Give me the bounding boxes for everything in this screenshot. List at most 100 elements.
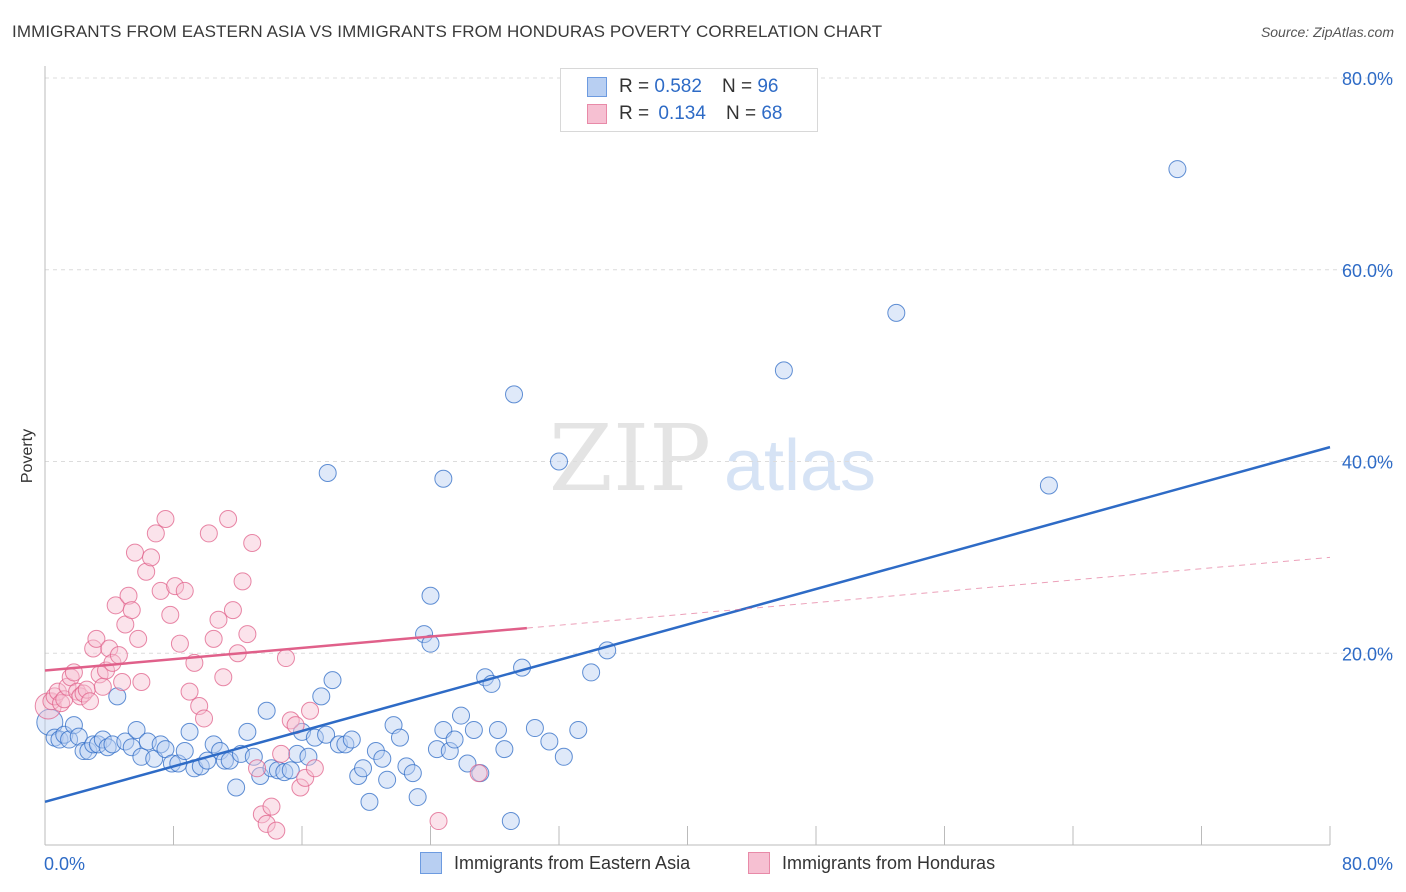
- series-legend: Immigrants from Eastern Asia Immigrants …: [0, 852, 1406, 878]
- trend-line-eastern-asia: [44, 445, 1331, 804]
- data-point-honduras: [214, 668, 233, 687]
- data-point-honduras: [151, 581, 170, 600]
- legend-item-label: Immigrants from Honduras: [782, 852, 996, 873]
- data-point-eastern-asia: [354, 759, 373, 778]
- data-point-honduras: [87, 629, 106, 648]
- data-point-eastern-asia: [440, 742, 459, 761]
- data-point-honduras: [161, 605, 180, 624]
- data-point-eastern-asia: [403, 764, 422, 783]
- data-point-eastern-asia: [275, 763, 294, 782]
- data-point-honduras: [267, 821, 286, 840]
- data-point-honduras: [291, 778, 310, 797]
- data-point-honduras: [195, 709, 214, 728]
- data-point-eastern-asia: [445, 730, 464, 749]
- data-point-honduras: [170, 634, 189, 653]
- data-point-honduras: [262, 797, 281, 816]
- data-point-eastern-asia: [281, 761, 300, 780]
- watermark-zip: ZIP: [549, 405, 711, 512]
- data-point-honduras: [137, 562, 156, 581]
- trend-line-honduras-extension: [526, 556, 1331, 629]
- legend-swatch-blue: [587, 77, 607, 97]
- data-point-eastern-asia: [452, 706, 471, 725]
- data-point-eastern-asia: [227, 778, 246, 797]
- data-point-eastern-asia: [505, 385, 524, 404]
- data-point-honduras: [281, 711, 300, 730]
- data-point-eastern-asia: [50, 730, 69, 749]
- legend-n-label: N =: [725, 103, 757, 124]
- data-point-eastern-asia: [312, 687, 331, 706]
- data-point-eastern-asia: [390, 728, 409, 747]
- legend-item-label: Immigrants from Eastern Asia: [454, 852, 691, 873]
- legend-r-label: R =: [619, 76, 650, 97]
- data-point-honduras: [243, 533, 262, 552]
- legend-item-honduras: Immigrants from Honduras: [748, 852, 995, 874]
- source-label: Source: ZipAtlas.com: [1260, 24, 1394, 40]
- data-point-eastern-asia: [1039, 476, 1058, 495]
- data-point-eastern-asia: [323, 671, 342, 690]
- data-point-eastern-asia: [488, 720, 507, 739]
- data-point-honduras: [84, 639, 103, 658]
- data-point-eastern-asia: [127, 720, 146, 739]
- x-tick-label: 80.0%: [1342, 854, 1393, 874]
- trend-line-honduras: [44, 626, 527, 672]
- correlation-legend: R = 0.582 N = 96 R = 0.134 N = 68: [560, 68, 818, 132]
- data-point-honduras: [71, 687, 90, 706]
- legend-r-value: 0.134: [658, 103, 706, 124]
- data-point-honduras: [119, 586, 138, 605]
- data-point-eastern-asia: [373, 749, 392, 768]
- y-tick-label: 80.0%: [1342, 69, 1393, 89]
- data-point-honduras: [129, 629, 148, 648]
- legend-swatch-pink: [748, 852, 770, 874]
- data-point-eastern-asia: [122, 738, 141, 757]
- legend-swatch-blue: [420, 852, 442, 874]
- data-point-honduras: [257, 814, 276, 833]
- data-point-eastern-asia: [299, 747, 318, 766]
- data-point-honduras: [93, 677, 112, 696]
- y-tick-label: 20.0%: [1342, 644, 1393, 664]
- data-point-eastern-asia: [98, 738, 117, 757]
- data-point-eastern-asia: [774, 361, 793, 380]
- data-point-honduras: [125, 543, 144, 562]
- data-point-eastern-asia: [360, 792, 379, 811]
- data-point-honduras: [301, 701, 320, 720]
- data-point-eastern-asia: [464, 720, 483, 739]
- data-point-eastern-asia: [421, 586, 440, 605]
- data-point-eastern-asia: [582, 663, 601, 682]
- data-point-eastern-asia: [887, 303, 906, 322]
- data-point-eastern-asia: [257, 701, 276, 720]
- data-point-eastern-asia: [550, 452, 568, 471]
- data-point-honduras: [142, 548, 161, 567]
- data-point-honduras: [156, 510, 175, 529]
- data-point-honduras: [296, 768, 315, 787]
- data-point-honduras: [305, 759, 324, 778]
- data-point-honduras: [180, 682, 199, 701]
- data-point-honduras: [209, 610, 228, 629]
- data-point-eastern-asia: [342, 730, 361, 749]
- data-point-eastern-asia: [1168, 160, 1187, 179]
- data-point-eastern-asia: [238, 722, 257, 741]
- data-point-eastern-asia: [397, 757, 416, 776]
- legend-r-value: 0.582: [654, 76, 702, 97]
- data-point-honduras: [252, 805, 271, 824]
- data-point-honduras: [204, 629, 223, 648]
- data-point-eastern-asia: [244, 747, 263, 766]
- data-point-honduras: [233, 572, 252, 591]
- legend-n-value: 96: [757, 76, 779, 97]
- data-point-honduras: [199, 524, 218, 543]
- data-point-eastern-asia: [317, 725, 336, 744]
- chart-title: IMMIGRANTS FROM EASTERN ASIA VS IMMIGRAN…: [12, 22, 883, 41]
- data-point-eastern-asia: [180, 722, 199, 741]
- data-point-honduras: [248, 759, 267, 778]
- data-point-eastern-asia: [69, 727, 88, 746]
- data-point-honduras: [100, 639, 119, 658]
- data-point-honduras: [132, 673, 151, 692]
- legend-row-honduras: R = 0.134 N = 68: [587, 103, 782, 125]
- data-point-eastern-asia: [495, 740, 514, 759]
- data-point-honduras: [223, 601, 242, 620]
- data-point-eastern-asia: [569, 720, 588, 739]
- data-point-eastern-asia: [554, 747, 573, 766]
- data-point-honduras: [469, 764, 488, 783]
- data-point-eastern-asia: [305, 728, 324, 747]
- data-point-honduras: [113, 673, 132, 692]
- data-point-honduras: [175, 581, 194, 600]
